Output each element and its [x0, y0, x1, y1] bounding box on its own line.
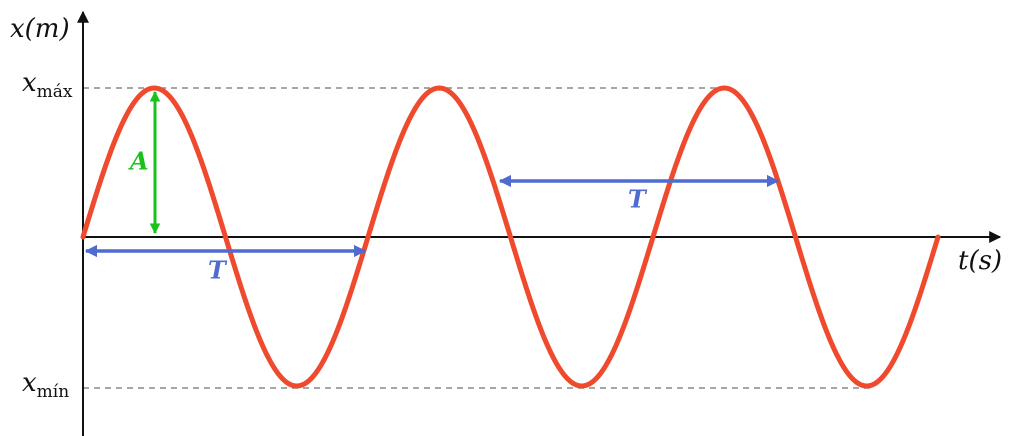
- max-symbol: x: [22, 68, 37, 98]
- min-symbol: x: [22, 368, 37, 398]
- amplitude-label: A: [128, 147, 149, 176]
- y-axis-label: x(m): [10, 14, 70, 44]
- x-axis-label: t(s): [958, 246, 1002, 276]
- sine-wave: [80, 85, 941, 389]
- min-label: xmín: [22, 368, 69, 402]
- period-label: T: [628, 185, 648, 214]
- min-subscript: mín: [37, 382, 70, 402]
- max-subscript: máx: [37, 82, 73, 102]
- period-label: T: [208, 256, 228, 285]
- max-label: xmáx: [22, 68, 73, 102]
